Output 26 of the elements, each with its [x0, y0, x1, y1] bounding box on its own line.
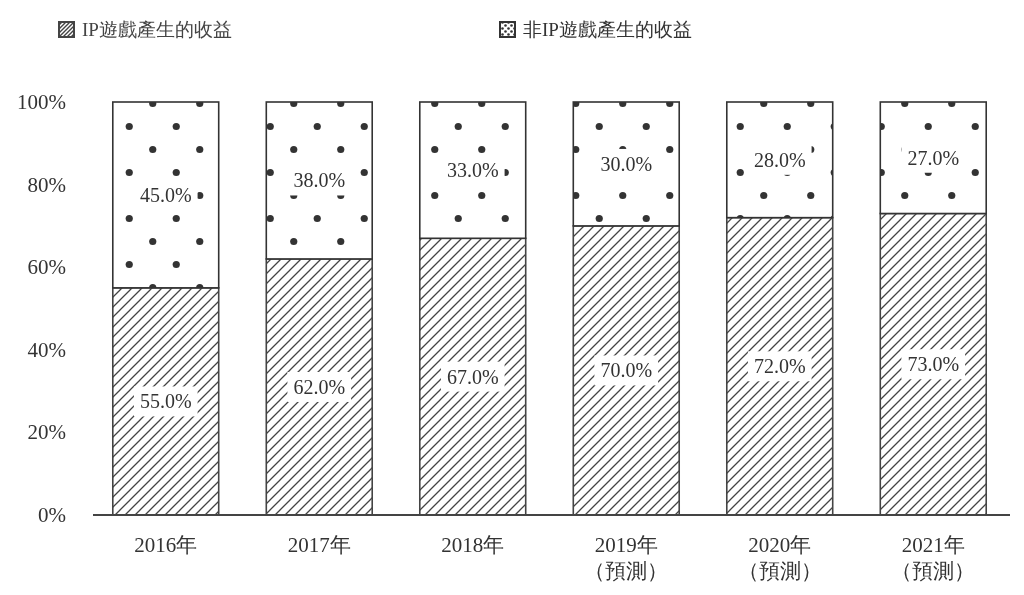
y-tick-label: 80%	[27, 172, 66, 197]
data-label: 33.0%	[446, 159, 499, 182]
x-tick-label: 2018年	[441, 533, 505, 557]
x-tick-label: 2016年	[134, 533, 198, 557]
y-tick-label: 40%	[27, 337, 66, 362]
data-label: 73.0%	[907, 353, 960, 376]
data-label: 30.0%	[600, 152, 653, 175]
y-tick-label: 0%	[38, 503, 66, 527]
data-label: 38.0%	[293, 169, 346, 192]
data-label: 45.0%	[139, 183, 192, 206]
x-tick-label: 2019年（預測）	[584, 533, 669, 583]
y-tick-label: 20%	[27, 420, 66, 445]
data-label: 72.0%	[753, 355, 806, 378]
y-tick-label: 60%	[27, 255, 66, 280]
y-tick-label: 100%	[17, 90, 66, 114]
data-label: 70.0%	[600, 359, 653, 382]
x-tick-label: 2021年（預測）	[891, 533, 976, 583]
legend-item: 非IP遊戲產生的收益	[499, 19, 692, 40]
x-tick-label: 2017年	[287, 533, 351, 557]
data-label: 28.0%	[753, 148, 806, 171]
data-label: 27.0%	[907, 146, 960, 169]
x-tick-label: 2020年（預測）	[737, 533, 822, 583]
data-label: 55.0%	[139, 390, 192, 413]
data-label: 62.0%	[293, 375, 346, 398]
legend-item: IP遊戲產生的收益	[58, 19, 232, 40]
data-label: 67.0%	[446, 365, 499, 388]
